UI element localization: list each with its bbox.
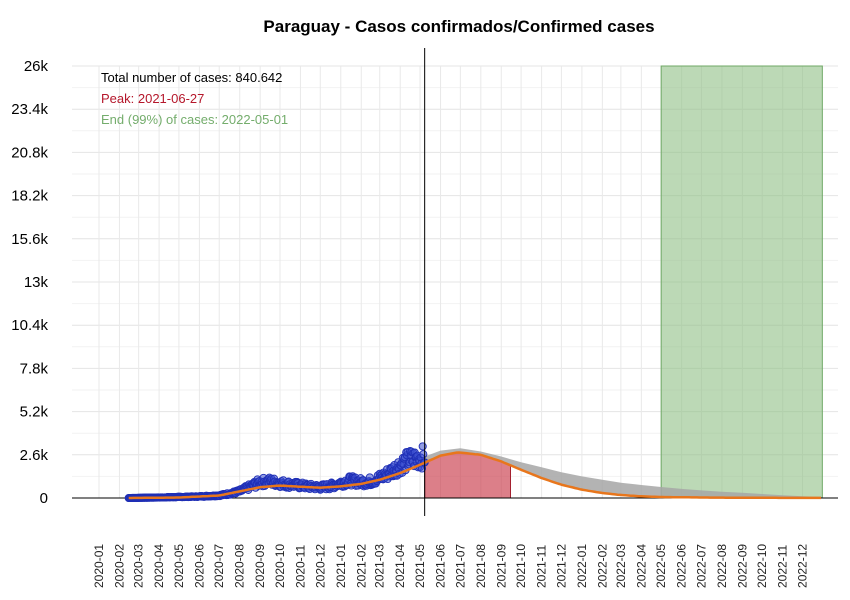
y-tick-label: 26k [24, 58, 49, 75]
x-tick-label: 2021-04 [393, 544, 407, 588]
y-tick-label: 10.4k [11, 317, 48, 334]
x-tick-label: 2021-09 [494, 544, 508, 588]
y-tick-label: 23.4k [11, 101, 48, 118]
observed-point [419, 450, 428, 459]
fit-curve-group [128, 451, 821, 500]
x-tick-label: 2021-08 [474, 544, 488, 588]
x-tick-label: 2022-04 [634, 544, 648, 588]
x-tick-label: 2020-02 [113, 544, 127, 588]
x-tick-label: 2020-10 [273, 544, 287, 588]
end-area-group [660, 65, 823, 499]
y-ticks: 0 2.6k 5.2k 7.8k 10.4k 13k 15.6k 18.2k 20.8k 23.4… [11, 58, 48, 507]
x-tick-label: 2020-06 [192, 544, 206, 588]
y-tick-label: 13k [24, 274, 49, 291]
x-tick-label: 2020-07 [212, 544, 226, 588]
annotation-total: Total number of cases: 840.642 [101, 70, 282, 85]
x-tick-label: 2021-03 [373, 544, 387, 588]
x-tick-label: 2021-12 [554, 544, 568, 588]
x-tick-label: 2021-06 [434, 544, 448, 588]
x-tick-label: 2022-07 [695, 544, 709, 588]
x-tick-label: 2022-03 [614, 544, 628, 588]
chart-title: Paraguay - Casos confirmados/Confirmed c… [263, 17, 654, 36]
x-tick-label: 2021-01 [334, 544, 348, 588]
x-tick-label: 2021-11 [535, 545, 549, 588]
x-tick-label: 2022-05 [654, 544, 668, 588]
y-tick-label: 0 [40, 490, 48, 507]
x-tick-label: 2020-05 [172, 544, 186, 588]
end-area [660, 65, 823, 499]
x-tick-label: 2022-08 [715, 544, 729, 588]
annotation-peak: Peak: 2021-06-27 [101, 91, 204, 106]
x-tick-label: 2022-11 [776, 545, 790, 588]
x-tick-label: 2022-01 [575, 544, 589, 588]
x-tick-label: 2021-05 [413, 544, 427, 588]
x-tick-label: 2020-03 [132, 544, 146, 588]
annotation-end: End (99%) of cases: 2022-05-01 [101, 112, 288, 127]
y-tick-label: 18.2k [11, 188, 48, 205]
observed-points-group [124, 442, 429, 503]
x-tick-label: 2020-09 [253, 544, 267, 588]
y-tick-label: 7.8k [20, 360, 49, 377]
x-tick-label: 2020-01 [92, 544, 106, 588]
x-tick-label: 2021-10 [514, 544, 528, 588]
y-tick-label: 20.8k [11, 144, 48, 161]
x-tick-label: 2022-12 [796, 544, 810, 588]
band-group [424, 448, 823, 498]
x-tick-label: 2020-08 [233, 544, 247, 588]
x-tick-label: 2022-06 [675, 544, 689, 588]
x-tick-label: 2020-11 [294, 545, 308, 588]
y-tick-label: 5.2k [20, 404, 49, 421]
x-ticks: 2020-01 2020-02 2020-03 2020-04 2020-05 2020-… [92, 544, 810, 588]
x-tick-label: 2022-02 [595, 544, 609, 588]
x-tick-label: 2022-09 [735, 544, 749, 588]
projection-band [424, 448, 823, 498]
observed-point [418, 442, 427, 451]
y-tick-label: 15.6k [11, 231, 48, 248]
x-tick-label: 2022-10 [755, 544, 769, 588]
x-tick-label: 2021-07 [453, 544, 467, 588]
y-tick-label: 2.6k [20, 447, 49, 464]
x-tick-label: 2020-12 [313, 544, 327, 588]
fitted-curve [128, 451, 821, 500]
x-tick-label: 2021-02 [354, 544, 368, 588]
x-tick-label: 2020-04 [152, 544, 166, 588]
